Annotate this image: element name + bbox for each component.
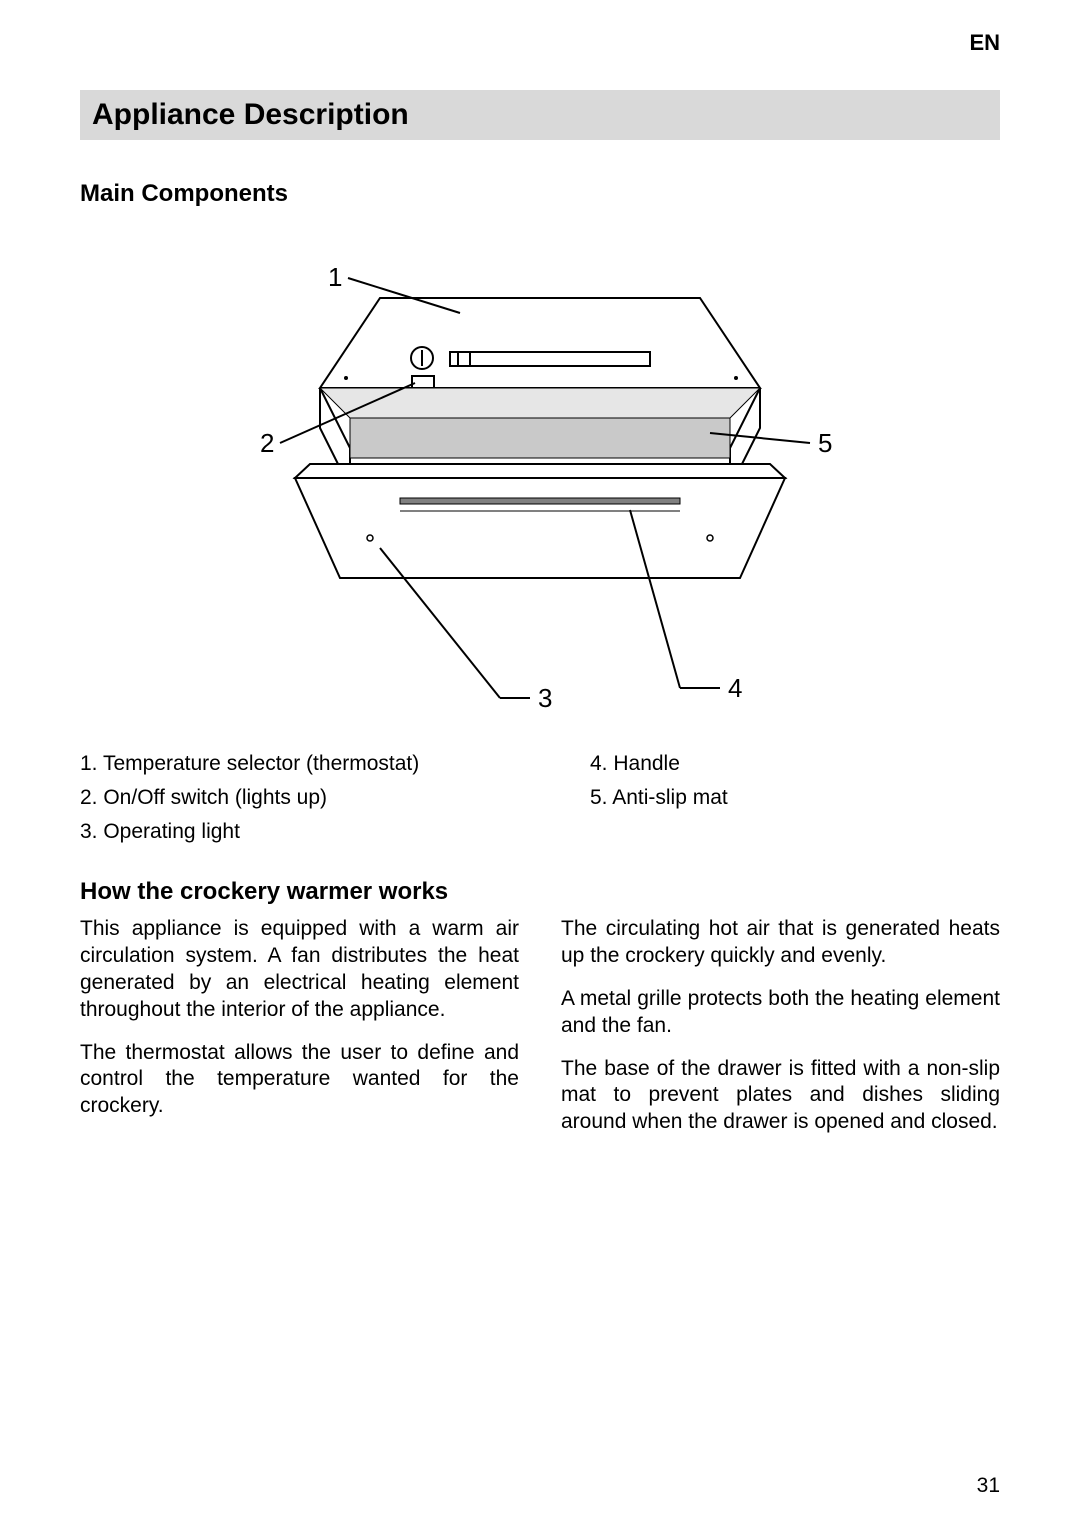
main-components-heading: Main Components <box>80 180 1000 208</box>
section-header: Appliance Description <box>80 90 1000 140</box>
svg-text:4: 4 <box>728 673 742 703</box>
svg-text:2: 2 <box>260 428 274 458</box>
appliance-diagram-container: 1 2 5 3 4 <box>80 218 1000 738</box>
svg-text:5: 5 <box>818 428 832 458</box>
legend-item: 1. Temperature selector (thermostat) <box>80 752 490 776</box>
legend-column-left: 1. Temperature selector (thermostat) 2. … <box>80 752 490 854</box>
svg-text:3: 3 <box>538 683 552 713</box>
language-badge: EN <box>969 30 1000 56</box>
legend-item: 2. On/Off switch (lights up) <box>80 786 490 810</box>
body-paragraph: This appliance is equipped with a warm a… <box>80 916 519 1024</box>
legend-item: 4. Handle <box>590 752 1000 776</box>
component-legend: 1. Temperature selector (thermostat) 2. … <box>80 752 1000 854</box>
body-column-right: The circulating hot air that is generate… <box>561 916 1000 1152</box>
body-paragraph: The thermostat allows the user to define… <box>80 1040 519 1121</box>
how-works-heading: How the crockery warmer works <box>80 878 1000 906</box>
legend-column-right: 4. Handle 5. Anti-slip mat <box>590 752 1000 854</box>
legend-item: 5. Anti-slip mat <box>590 786 1000 810</box>
svg-text:1: 1 <box>328 262 342 292</box>
appliance-diagram: 1 2 5 3 4 <box>200 218 880 738</box>
body-paragraph: A metal grille protects both the heating… <box>561 986 1000 1040</box>
page-number: 31 <box>977 1474 1000 1498</box>
legend-item: 3. Operating light <box>80 820 490 844</box>
body-paragraph: The circulating hot air that is generate… <box>561 916 1000 970</box>
body-column-left: This appliance is equipped with a warm a… <box>80 916 519 1152</box>
body-text-columns: This appliance is equipped with a warm a… <box>80 916 1000 1152</box>
body-paragraph: The base of the drawer is fitted with a … <box>561 1056 1000 1137</box>
